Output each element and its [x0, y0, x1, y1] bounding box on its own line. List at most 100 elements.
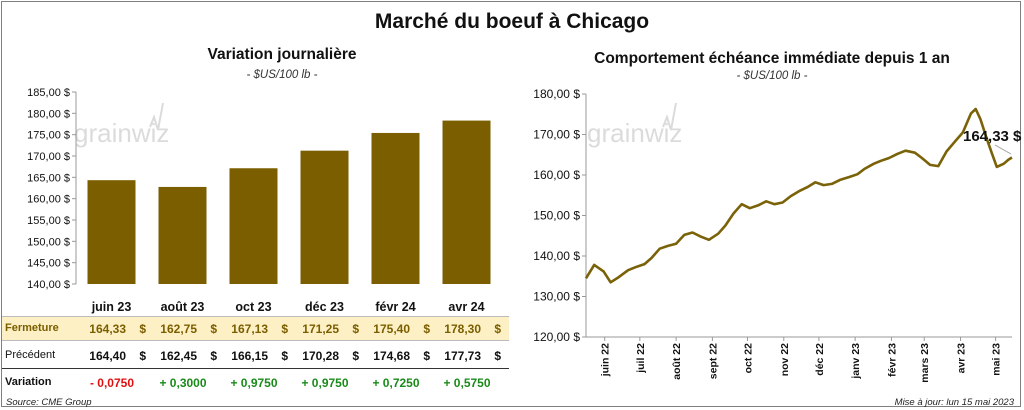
- line-x-tick-label: mai 23: [991, 343, 1003, 376]
- change-cell: - 0,0750: [89, 376, 135, 390]
- bar-y-tick-label: 145,00 $: [27, 258, 70, 270]
- change-cell: + 0,9750: [301, 376, 349, 390]
- bar-x-tick-label: déc 23: [305, 300, 344, 314]
- right-panel-title: Comportement échéance immédiate depuis 1…: [594, 50, 950, 67]
- line-y-tick-label: 170,00 $: [533, 128, 580, 142]
- watermark-mark: [149, 102, 164, 131]
- line-x-tick-label: févr 23: [886, 343, 898, 377]
- line-x-tick-label: août 22: [671, 343, 683, 380]
- change-cell: + 0,3000: [159, 376, 207, 390]
- source-note: Source: CME Group: [6, 397, 92, 408]
- close-cell: 167,13 $: [218, 322, 291, 336]
- watermark-text: grainwiz: [587, 118, 682, 148]
- bar-y-tick-label: 170,00 $: [27, 151, 70, 163]
- price-line: [584, 107, 1013, 284]
- line-chart: grainwiz 120,00 $ 130,00 $ 140,00 $ 150,00 …: [533, 87, 1022, 383]
- bar-x-tick-label: avr 24: [448, 300, 484, 314]
- line-x-tick-label: avr 23: [956, 343, 968, 374]
- line-y-tick-label: 130,00 $: [533, 290, 580, 304]
- previous-value: 177,73: [444, 349, 481, 363]
- close-value: 167,13: [231, 322, 268, 336]
- main-title: Marché du boeuf à Chicago: [374, 10, 650, 33]
- bar-févr 24: [371, 132, 420, 284]
- close-value: 162,75: [160, 322, 197, 336]
- currency-symbol: $: [494, 322, 501, 336]
- bar-y-tick-label: 165,00 $: [27, 172, 70, 184]
- previous-cell: 166,15 $: [218, 349, 291, 363]
- currency-symbol: $: [352, 349, 359, 363]
- currency-symbol: $: [210, 322, 217, 336]
- close-cell: 164,33 $: [76, 322, 149, 336]
- currency-symbol: $: [139, 349, 146, 363]
- watermark-mark: [662, 102, 677, 131]
- close-value: 164,33: [89, 322, 126, 336]
- bar-déc 23: [300, 150, 349, 284]
- currency-symbol: $: [281, 322, 288, 336]
- last-value-callout: 164,33 $: [963, 128, 1022, 145]
- line-y-tick-label: 120,00 $: [533, 330, 580, 344]
- line-y-tick-label: 140,00 $: [533, 249, 580, 263]
- bar-chart: grainwiz 140,00 $ 145,00 $ 150,00 $ 155,00 …: [27, 87, 491, 314]
- line-x-tick-label: juin 22: [600, 343, 612, 377]
- previous-value: 166,15: [231, 349, 268, 363]
- callout-leader-line: [994, 144, 1012, 155]
- close-cell: 178,30 $: [431, 322, 504, 336]
- line-x-tick-label: janv 23: [850, 343, 862, 380]
- previous-value: 170,28: [302, 349, 339, 363]
- update-note: Mise à jour: lun 15 mai 2023: [894, 397, 1014, 408]
- currency-symbol: $: [423, 322, 430, 336]
- bar-y-tick-label: 175,00 $: [27, 130, 70, 142]
- row-label-previous: Précédent: [5, 349, 56, 361]
- close-value: 175,40: [373, 322, 410, 336]
- close-row-rule: [2, 340, 509, 341]
- bar-y-tick-label: 140,00 $: [27, 279, 70, 291]
- bar-août 23: [158, 186, 207, 284]
- bar-y-tick-label: 150,00 $: [27, 236, 70, 248]
- previous-value: 162,45: [160, 349, 197, 363]
- left-panel-subtitle: - $US/100 lb -: [246, 69, 318, 81]
- line-x-tick-label: oct 22: [743, 343, 755, 374]
- previous-cell: 174,68 $: [360, 349, 433, 363]
- row-label-change: Variation: [5, 376, 52, 388]
- currency-symbol: $: [352, 322, 359, 336]
- bar-y-tick-label: 160,00 $: [27, 194, 70, 206]
- change-cell: + 0,5750: [443, 376, 491, 390]
- previous-value: 174,68: [373, 349, 410, 363]
- close-cell: 171,25 $: [289, 322, 362, 336]
- bar-oct 23: [229, 168, 278, 284]
- currency-symbol: $: [423, 349, 430, 363]
- previous-row-rule: [2, 368, 509, 369]
- close-cell: 162,75 $: [147, 322, 220, 336]
- previous-cell: 162,45 $: [147, 349, 220, 363]
- previous-cell: 164,40 $: [76, 349, 149, 363]
- change-cell: + 0,7250: [372, 376, 420, 390]
- bar-x-tick-label: juin 23: [91, 300, 132, 314]
- bar-y-tick-label: 185,00 $: [27, 87, 70, 99]
- close-value: 171,25: [302, 322, 339, 336]
- row-label-close: Fermeture: [5, 322, 59, 334]
- bar-x-tick-label: août 23: [161, 300, 205, 314]
- bar-avr 24: [442, 120, 491, 284]
- line-x-tick-label: déc 22: [814, 343, 826, 376]
- line-y-tick-label: 150,00 $: [533, 209, 580, 223]
- currency-symbol: $: [281, 349, 288, 363]
- change-cell: + 0,9750: [230, 376, 278, 390]
- bar-x-tick-label: févr 24: [375, 300, 415, 314]
- bar-x-tick-label: oct 23: [235, 300, 271, 314]
- right-panel-subtitle: - $US/100 lb -: [736, 70, 808, 82]
- line-x-tick-label: mars 23: [919, 343, 931, 383]
- previous-cell: 177,73 $: [431, 349, 504, 363]
- grainwiz-watermark-left: grainwiz: [74, 102, 169, 148]
- previous-cell: 170,28 $: [289, 349, 362, 363]
- line-y-tick-label: 160,00 $: [533, 168, 580, 182]
- bar-y-tick-label: 180,00 $: [27, 108, 70, 120]
- bar-y-tick-label: 155,00 $: [27, 215, 70, 227]
- previous-value: 164,40: [89, 349, 126, 363]
- currency-symbol: $: [210, 349, 217, 363]
- grainwiz-watermark-right: grainwiz: [587, 102, 682, 148]
- close-value: 178,30: [444, 322, 481, 336]
- left-panel-title: Variation journalière: [207, 46, 357, 63]
- currency-symbol: $: [494, 349, 501, 363]
- currency-symbol: $: [139, 322, 146, 336]
